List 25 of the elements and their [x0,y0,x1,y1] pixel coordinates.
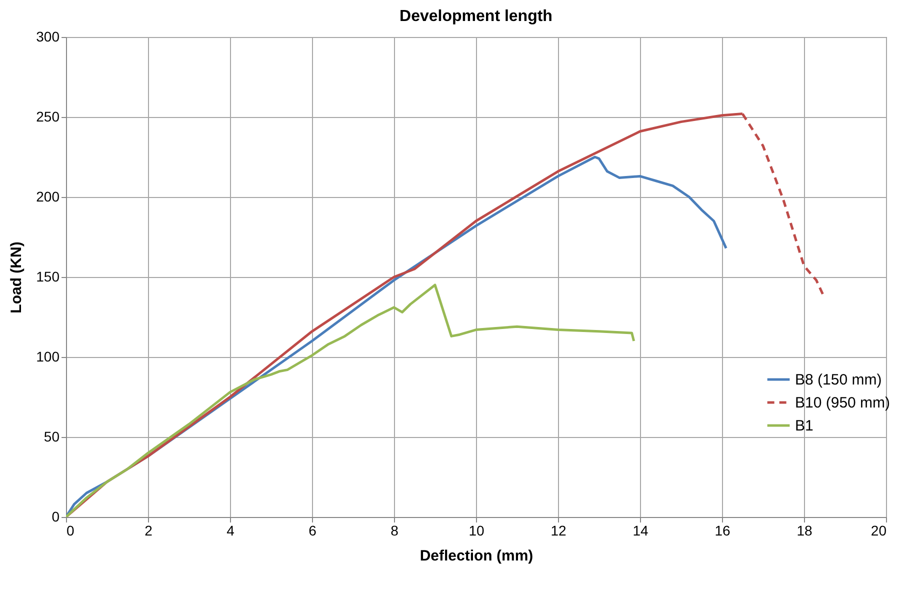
y-tick-label: 100 [36,348,60,364]
x-tick-label: 16 [714,522,730,538]
x-axis-title: Deflection (mm) [420,548,534,564]
legend-label: B10 (950 mm) [795,394,890,412]
y-tick-label: 0 [52,508,60,524]
line-series [66,284,636,517]
x-tick-label: 8 [390,522,399,538]
legend-label: B8 (150 mm) [795,372,882,388]
x-tick-label: 2 [144,522,153,538]
x-tick-label: 20 [870,522,887,538]
x-tick-label: 4 [226,522,235,538]
y-tick-label: 50 [44,428,60,444]
x-tick-label: 0 [66,522,74,538]
x-tick-label: 10 [468,522,484,538]
y-axis-title: Load (KN) [8,242,26,314]
legend-label: B1 [795,418,814,434]
y-tick-label: 250 [36,108,60,124]
x-tick-label: 14 [632,522,648,538]
y-tick-label: 200 [36,188,60,204]
y-tick-label: 300 [36,28,60,44]
x-tick-label: 12 [550,522,566,538]
chart-title: Development length [400,8,552,25]
x-tick-label: 18 [796,522,812,538]
y-tick-label: 150 [36,268,60,284]
x-tick-label: 6 [308,522,317,538]
